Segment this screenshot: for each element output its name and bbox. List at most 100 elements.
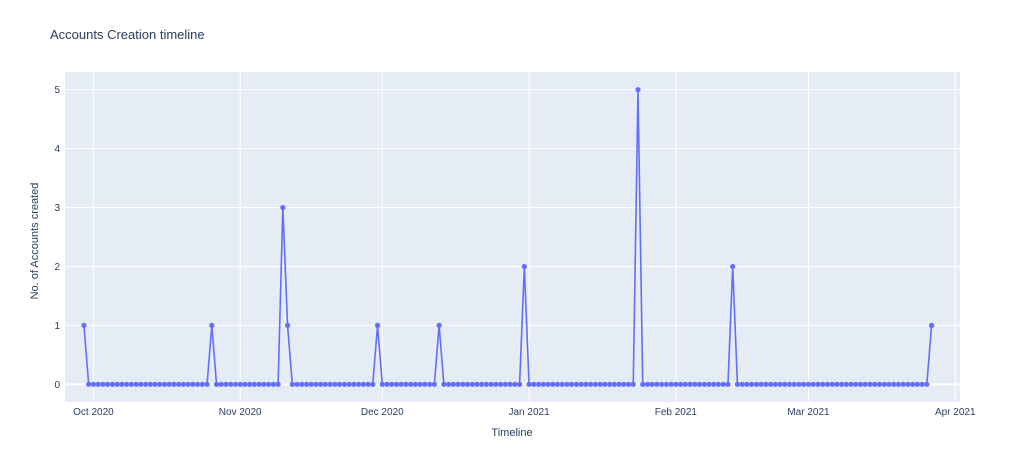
data-point	[256, 381, 262, 387]
data-point	[266, 381, 272, 387]
y-tick-label: 0	[54, 380, 60, 391]
data-point	[365, 381, 371, 387]
data-point	[422, 381, 428, 387]
data-point	[853, 381, 859, 387]
data-point	[635, 87, 641, 93]
data-point	[867, 381, 873, 387]
data-point	[715, 381, 722, 387]
data-point	[360, 381, 366, 387]
data-point	[318, 381, 324, 387]
data-point	[445, 381, 452, 387]
data-point	[327, 381, 333, 387]
data-point	[767, 381, 774, 387]
data-point	[109, 381, 115, 387]
data-point	[668, 381, 674, 387]
data-point	[862, 381, 868, 387]
data-point	[228, 381, 234, 387]
data-point	[711, 381, 717, 387]
data-point	[588, 381, 594, 387]
y-tick-label: 4	[54, 144, 60, 155]
data-point	[583, 381, 589, 387]
data-point	[621, 381, 627, 387]
data-point	[213, 381, 220, 387]
data-point	[578, 381, 584, 387]
data-point	[86, 381, 92, 387]
data-point	[431, 381, 437, 387]
data-point	[696, 381, 703, 387]
data-point	[488, 381, 494, 387]
data-point	[441, 381, 447, 387]
data-point	[90, 381, 97, 387]
data-point	[190, 381, 196, 387]
data-point	[374, 322, 381, 328]
data-point	[881, 381, 887, 387]
data-point	[857, 381, 864, 387]
data-point	[891, 381, 897, 387]
data-point	[417, 381, 423, 387]
x-axis-title: Timeline	[491, 427, 532, 439]
data-point	[436, 322, 442, 328]
data-point	[275, 381, 281, 387]
data-point	[611, 381, 617, 387]
data-point	[550, 381, 556, 387]
data-point	[351, 381, 357, 387]
series-markers	[81, 87, 935, 387]
y-tick-label: 3	[54, 203, 60, 214]
data-point	[597, 381, 603, 387]
data-point	[299, 381, 305, 387]
data-point	[147, 381, 153, 387]
data-point	[905, 381, 911, 387]
data-point	[654, 381, 660, 387]
data-point	[460, 381, 466, 387]
data-point	[810, 381, 816, 387]
data-point	[791, 381, 797, 387]
data-point	[720, 381, 726, 387]
data-point	[479, 381, 485, 387]
data-point	[606, 381, 613, 387]
y-tick-label: 5	[54, 85, 60, 96]
data-point	[564, 381, 570, 387]
data-point	[839, 381, 845, 387]
data-point	[455, 381, 461, 387]
data-point	[815, 381, 821, 387]
data-point	[625, 381, 632, 387]
data-point	[204, 381, 210, 387]
data-point	[900, 381, 906, 387]
tick-labels: 0 1 2 3 4 5 Oct 2020 Nov 2020 Dec 2020 Jan 2021 Fe…	[54, 85, 976, 418]
data-point	[649, 381, 655, 387]
data-point	[512, 381, 518, 387]
data-point	[313, 381, 319, 387]
data-point	[427, 381, 433, 387]
data-point	[337, 381, 343, 387]
data-point	[185, 381, 191, 387]
data-point	[706, 381, 712, 387]
data-point	[119, 381, 125, 387]
data-point	[412, 381, 419, 387]
data-point	[782, 381, 788, 387]
data-point	[123, 381, 130, 387]
data-point	[284, 322, 291, 328]
data-point	[242, 381, 248, 387]
data-point	[133, 381, 139, 387]
data-point	[749, 381, 755, 387]
data-point	[161, 381, 168, 387]
data-point	[924, 381, 930, 387]
data-point	[734, 381, 741, 387]
chart-title: Accounts Creation timeline	[50, 27, 205, 42]
data-point	[209, 322, 215, 328]
data-point	[569, 381, 575, 387]
data-point	[820, 381, 826, 387]
y-axis-title: No. of Accounts created	[29, 183, 41, 300]
data-point	[232, 381, 239, 387]
data-point	[474, 381, 480, 387]
data-point	[554, 381, 561, 387]
x-tick-label: Oct 2020	[73, 407, 114, 418]
data-point	[919, 381, 925, 387]
data-point	[289, 381, 295, 387]
data-point	[176, 381, 182, 387]
data-point	[692, 381, 698, 387]
data-point	[801, 381, 807, 387]
data-point	[469, 381, 475, 387]
